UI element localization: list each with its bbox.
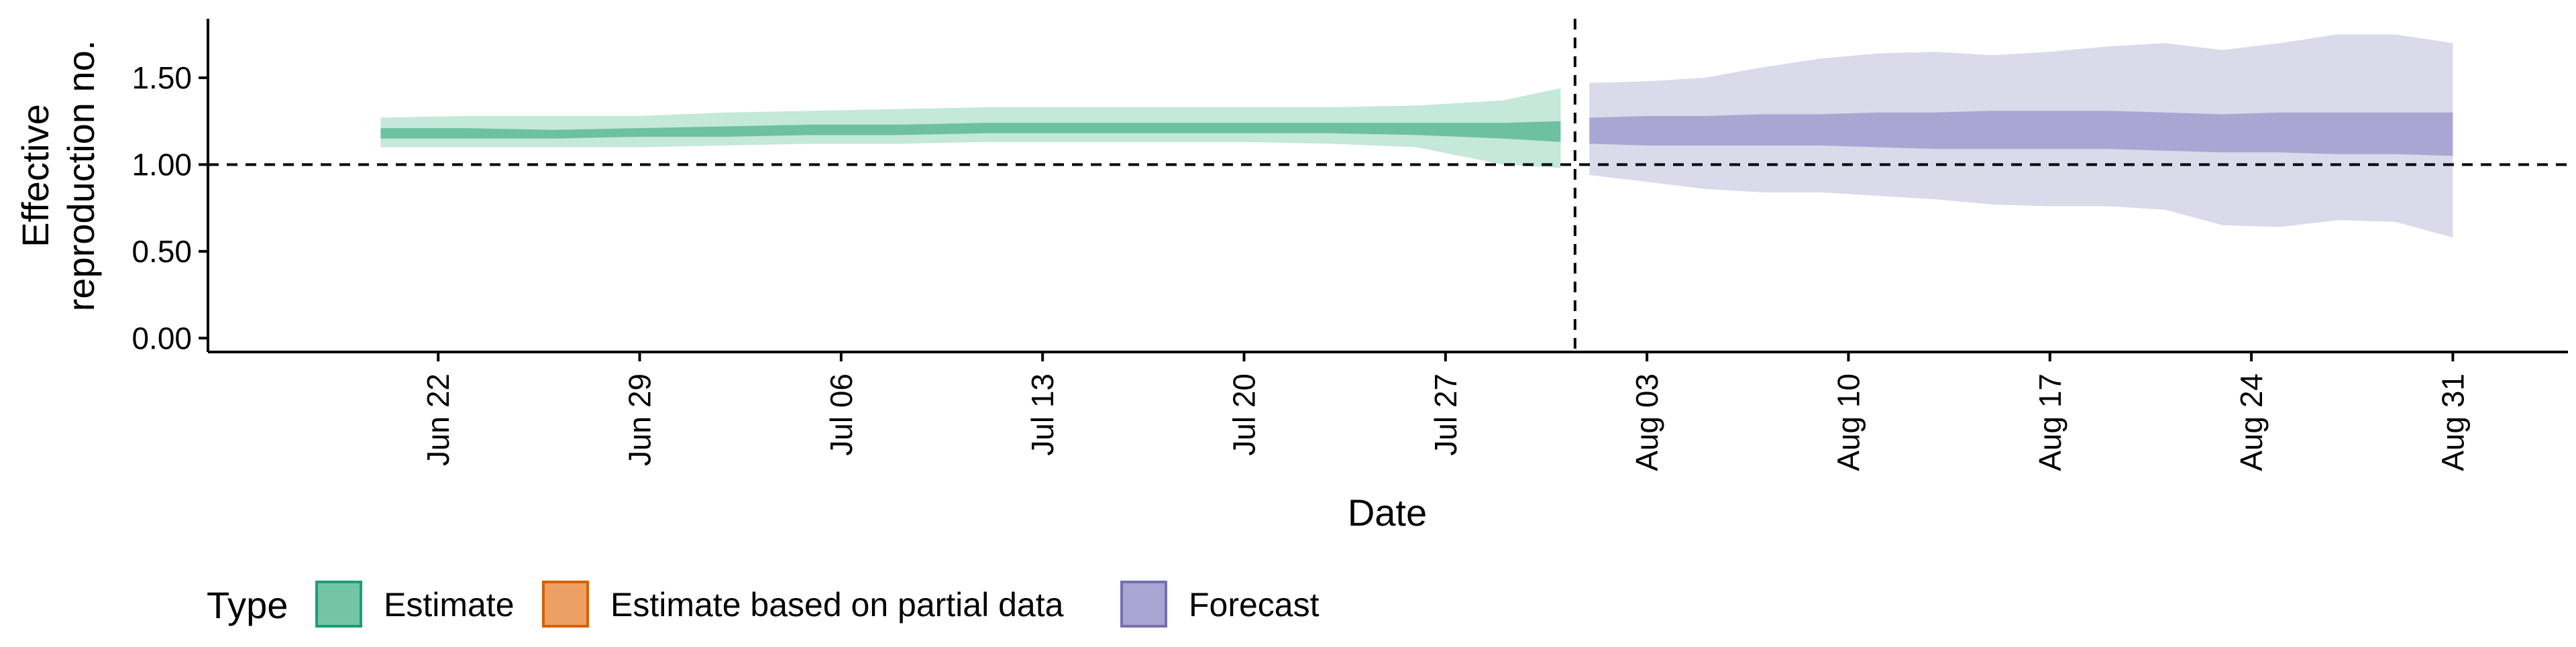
y-tick-label: 1.50 (131, 60, 192, 95)
x-tick-label: Aug 03 (1629, 373, 1664, 471)
x-tick-label: Jul 20 (1226, 373, 1261, 456)
legend-label-partial: Estimate based on partial data (610, 586, 1064, 624)
x-tick-label: Jul 06 (824, 373, 859, 456)
legend-key-forecast (1120, 581, 1167, 628)
x-tick-label: Aug 31 (2435, 373, 2470, 471)
legend-key-estimate (315, 581, 362, 628)
y-tick-label: 0.00 (131, 320, 192, 355)
x-tick-label: Jun 22 (421, 373, 455, 466)
legend-label-estimate: Estimate (384, 586, 515, 624)
y-axis-title-line-2: reproduction no. (60, 40, 102, 312)
x-tick-label: Jul 13 (1025, 373, 1060, 456)
axes-layer (207, 19, 2568, 353)
band-50-estimate (380, 121, 1561, 142)
x-tick-label: Jun 29 (623, 373, 657, 466)
x-tick-label: Aug 24 (2234, 373, 2269, 471)
y-axis-title: Effective reproduction no. (14, 40, 102, 312)
bands-layer (380, 34, 2453, 238)
legend-label-forecast: Forecast (1189, 586, 1320, 624)
x-axis-title: Date (1348, 491, 1427, 534)
y-tick-label: 0.50 (131, 234, 192, 269)
x-tick-label: Aug 17 (2033, 373, 2068, 471)
x-tick-label: Jul 27 (1428, 373, 1463, 456)
ticks-layer: 0.00 0.50 1.00 1.50 Jun 22 Jun 29 Jul 06 Jul 13… (131, 60, 2470, 471)
legend: Type Estimate Estimate based on partial … (207, 581, 1320, 628)
y-tick-label: 1.00 (131, 147, 192, 182)
y-axis-title-line-1: Effective (14, 104, 56, 247)
legend-key-partial (542, 581, 589, 628)
band-50-forecast (1589, 111, 2453, 156)
x-tick-label: Aug 10 (1831, 373, 1866, 471)
legend-title: Type (207, 584, 288, 626)
